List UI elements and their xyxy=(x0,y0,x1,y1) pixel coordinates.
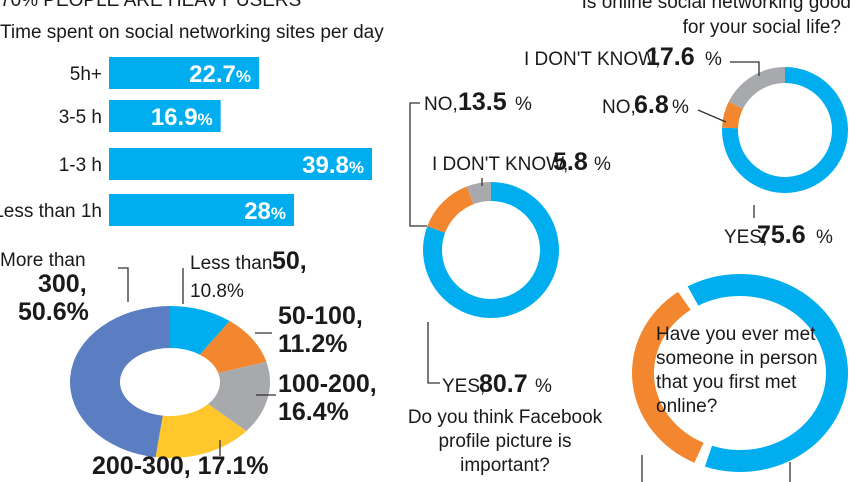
good-yes-pct: % xyxy=(816,227,833,248)
met-donut xyxy=(632,274,849,473)
met-question-line4: online? xyxy=(656,396,717,417)
leader-more300 xyxy=(118,267,129,302)
heading-heavy-users: 70% PEOPLE ARE HEAVY USERS xyxy=(0,0,301,11)
good-question-line2: for your social life? xyxy=(683,17,841,38)
good-yes-value: 75.6 xyxy=(757,221,806,249)
leader-good-no xyxy=(697,109,727,123)
good-no-value: 6.8 xyxy=(634,91,669,119)
donut-segment xyxy=(199,321,267,373)
fb-no-value: 13.5 xyxy=(458,88,507,116)
fb-no-word: NO, xyxy=(424,94,458,115)
donut-segment xyxy=(722,101,743,129)
good-dk-value: 17.6 xyxy=(646,43,695,71)
donut-segment xyxy=(427,186,474,233)
label-16-4: 16.4% xyxy=(278,398,349,426)
good-no-pct: % xyxy=(672,97,689,118)
fb-dk-pct: % xyxy=(594,154,611,175)
fb-donut xyxy=(423,182,559,319)
fb-yes-value: 80.7 xyxy=(479,370,528,398)
donut-segment xyxy=(466,182,491,205)
fb-dk-word: I DON'T KNOW, xyxy=(432,154,568,175)
donut-segment xyxy=(728,67,785,109)
fb-question-line3: important? xyxy=(460,455,550,476)
donut-segment xyxy=(155,403,247,458)
label-300: 300, xyxy=(38,270,87,298)
bar xyxy=(109,57,260,89)
leader-fb-yes xyxy=(427,322,440,384)
fb-question-line1: Do you think Facebook xyxy=(408,407,603,428)
met-question-line2: someone in person xyxy=(656,348,818,369)
bar xyxy=(109,194,295,226)
bar-category-label: 3-5 h xyxy=(59,107,102,128)
donut-segment xyxy=(208,361,270,432)
bar-chart: 5h+ 22.7% 3-5 h 16.9% 1-3 h 39.8% Less than 1h… xyxy=(0,57,372,226)
bar-value-label: 39.8% xyxy=(302,152,364,179)
donut-segment xyxy=(632,291,704,463)
good-dk-word: I DON'T KNOW, xyxy=(524,49,660,70)
bar-category-label: Less than 1h xyxy=(0,201,102,222)
fb-question-line2: profile picture is xyxy=(438,431,571,452)
donut-segment xyxy=(687,274,849,473)
bar-value-label: 28% xyxy=(244,198,286,225)
label-50-100: 50-100, xyxy=(278,302,363,330)
met-question-line1: Have you ever met xyxy=(656,324,816,345)
bar-value-label: 22.7% xyxy=(189,61,251,88)
donut-segment xyxy=(69,306,170,458)
bar-chart-subtitle: Time spent on social networking sites pe… xyxy=(0,22,384,43)
label-50: 50, xyxy=(272,247,307,275)
good-question-line1: Is online social networking good xyxy=(582,0,851,13)
bar-category-label: 5h+ xyxy=(70,64,102,85)
label-more-than: More than xyxy=(0,250,86,271)
bar-category-label: 1-3 h xyxy=(59,155,102,176)
label-200-300: 200-300, 17.1% xyxy=(92,452,269,480)
met-question-line3: that you first met xyxy=(656,372,797,393)
label-10-8: 10.8% xyxy=(190,281,244,302)
good-donut xyxy=(722,67,848,193)
donut-segment xyxy=(170,306,230,355)
label-less-than: Less than xyxy=(190,253,272,274)
fb-yes-pct: % xyxy=(535,376,552,397)
fb-no-pct: % xyxy=(515,94,532,115)
label-11-2: 11.2% xyxy=(278,330,348,358)
fb-dk-value: 5.8 xyxy=(553,148,588,176)
bar-value-label: 16.9% xyxy=(151,104,213,131)
label-50-6: 50.6% xyxy=(18,298,89,326)
leader-good-dontknow xyxy=(730,61,760,76)
leader-fb-no xyxy=(409,102,427,227)
good-yes-word: YES, xyxy=(724,227,767,248)
label-100-200: 100-200, xyxy=(278,370,377,398)
good-no-word: NO, xyxy=(602,97,636,118)
bar xyxy=(109,100,221,132)
friends-donut xyxy=(69,306,270,458)
fb-yes-word: YES, xyxy=(442,376,485,397)
bar xyxy=(109,148,372,180)
good-dk-pct: % xyxy=(705,49,722,70)
